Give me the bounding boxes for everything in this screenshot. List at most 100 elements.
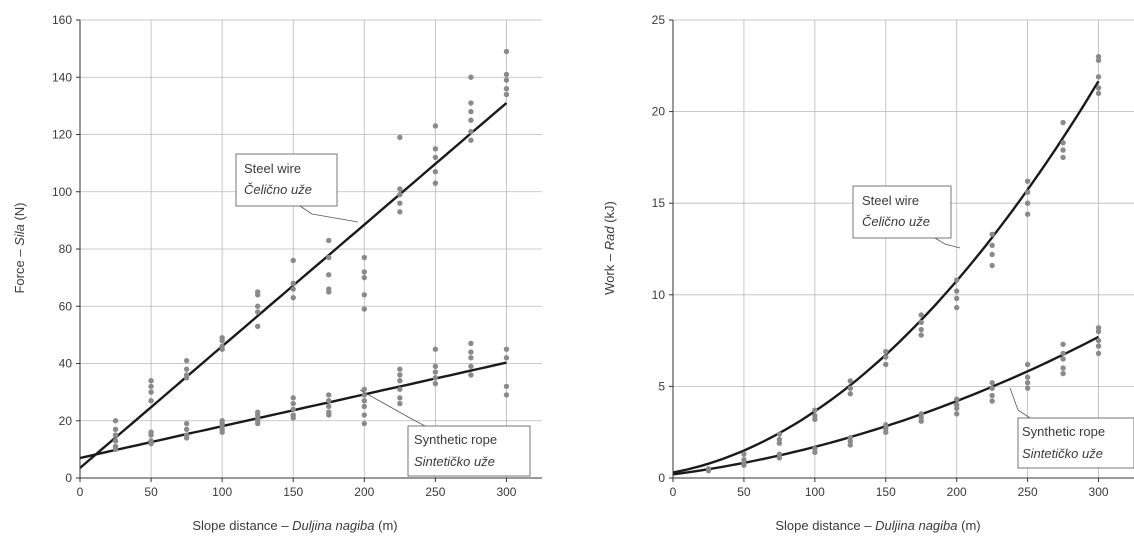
force-x-tick-label: 50 (144, 485, 158, 499)
force-steel-wire-point (290, 280, 296, 287)
work-x-tick-labels: 0 50 100 150 200 250 300 (670, 485, 1109, 499)
force-data-points (112, 48, 510, 453)
work-y-tick-label: 10 (652, 288, 666, 302)
force-steel-wire-point (254, 292, 261, 298)
work-synthetic-rope-point (989, 398, 995, 404)
force-steel-wire-point (432, 123, 439, 129)
force-synthetic-rope-point (468, 355, 474, 361)
force-synthetic-rope-point (432, 369, 439, 375)
work-steel-wire-point (883, 361, 889, 368)
work-steel-wire-point (812, 407, 818, 413)
force-synthetic-rope-point (503, 346, 510, 352)
force-x-tick-label: 0 (77, 485, 84, 499)
force-steel-wire-point (183, 357, 190, 364)
steel-wire-label-alt: Čelično uže (862, 214, 930, 229)
work-steel-wire-point (1095, 74, 1102, 80)
work-y-tick-label: 5 (658, 379, 665, 393)
force-synthetic-rope-point (432, 363, 439, 370)
force-steel-wire-point (148, 377, 154, 384)
force-y-tick-label: 20 (59, 414, 73, 428)
force-steel-wire-point (503, 91, 510, 98)
force-synthetic-rope-point (468, 372, 474, 378)
force-synthetic-rope-point (290, 406, 296, 412)
force-steel-wire-point (432, 169, 439, 175)
work-synthetic-rope-point (1060, 341, 1066, 347)
force-synthetic-rope-point (112, 438, 119, 444)
work-steel-wire-point (705, 467, 712, 474)
work-steel-wire-point (989, 231, 995, 238)
force-steel-wire-point (290, 286, 296, 292)
force-steel-wire-point (468, 108, 474, 115)
force-y-tick-label: 140 (52, 70, 72, 84)
force-synthetic-rope-point (112, 432, 119, 438)
force-chart: 0 50 100 150 200 250 300 0 20 40 60 80 100 120 140 160… (12, 13, 542, 533)
force-y-tick-labels: 0 20 40 60 80 100 120 140 160 (52, 13, 72, 485)
synthetic-rope-label-alt: Sintetičko uže (1022, 446, 1103, 461)
force-synthetic-rope-point (290, 415, 296, 421)
force-y-tick-label: 120 (52, 128, 72, 142)
force-x-tick-label: 150 (283, 485, 303, 499)
force-synthetic-rope-point (397, 386, 403, 392)
force-steel-wire-point (148, 383, 154, 390)
force-steel-wire-point (397, 200, 403, 206)
force-steel-wire-point (468, 117, 474, 123)
force-steel-wire-point (503, 86, 510, 92)
work-synthetic-rope-point (847, 442, 854, 448)
work-steel-wire-point (953, 288, 960, 294)
force-steel-wire-point (254, 323, 261, 329)
work-synthetic-rope-point (953, 405, 960, 412)
work-synthetic-rope-point (1060, 370, 1066, 377)
force-steel-wire-point (468, 137, 474, 143)
steel-wire-callout-left: Steel wire Čelično uže (235, 153, 359, 223)
work-y-tick-label: 25 (652, 13, 666, 27)
work-steel-wire-point (1024, 178, 1031, 184)
work-synthetic-rope-point (1095, 337, 1102, 344)
force-synthetic-rope-point (503, 383, 510, 390)
synthetic-rope-callout-left: Synthetic rope Sintetičko uže (359, 389, 531, 477)
force-synthetic-rope-point (397, 366, 403, 372)
force-synthetic-rope-point (432, 375, 439, 381)
work-x-tick-label: 300 (1089, 485, 1109, 499)
work-x-tick-label: 50 (737, 485, 751, 499)
force-steel-wire-point (183, 366, 190, 372)
force-steel-wire-point (219, 337, 225, 344)
force-steel-wire-point (503, 77, 510, 83)
work-steel-wire-point (918, 326, 924, 333)
force-synthetic-rope-point (326, 398, 332, 404)
work-steel-wire-point (1024, 200, 1031, 206)
force-x-tick-labels: 0 50 100 150 200 250 300 (77, 485, 517, 499)
force-x-tick-label: 300 (496, 485, 516, 499)
work-steel-wire-point (741, 451, 747, 457)
steel-wire-callout-right: Steel wire Čelično uže (852, 185, 961, 249)
force-steel-wire-point (503, 48, 510, 55)
work-steel-wire-point (1095, 90, 1102, 96)
force-synthetic-rope-point (183, 420, 190, 427)
work-y-tick-label: 15 (652, 196, 666, 210)
work-synthetic-rope-point (1024, 380, 1031, 386)
force-steel-wire-point (326, 237, 332, 244)
work-steel-wire-point (847, 378, 854, 384)
force-x-tick-label: 100 (212, 485, 232, 499)
work-steel-wire-point (918, 319, 924, 325)
force-synthetic-rope-point (361, 386, 368, 392)
work-synthetic-rope-point (953, 396, 960, 402)
force-synthetic-rope-point (468, 340, 474, 347)
force-steel-wire-point (326, 254, 332, 261)
force-steel-wire-point (468, 100, 474, 106)
force-synthetic-rope-point (432, 346, 439, 352)
work-steel-wire-point (847, 391, 854, 397)
work-synthetic-rope-point (1024, 385, 1031, 391)
force-synthetic-rope-point (326, 392, 332, 398)
work-steel-wire-point (953, 295, 960, 302)
force-steel-wire-point (432, 154, 439, 161)
force-steel-wire-point (254, 309, 261, 315)
force-steel-wire-point (361, 254, 368, 261)
force-steel-wire-point (361, 306, 368, 312)
work-steel-wire-point (953, 277, 960, 283)
work-synthetic-rope-point (1024, 361, 1031, 368)
force-synthetic-rope-point (397, 395, 403, 401)
force-plot-frame (76, 19, 542, 482)
force-synthetic-rope-point (254, 420, 261, 427)
work-steel-wire-point (1024, 189, 1031, 195)
work-synthetic-rope-point (1060, 356, 1066, 362)
